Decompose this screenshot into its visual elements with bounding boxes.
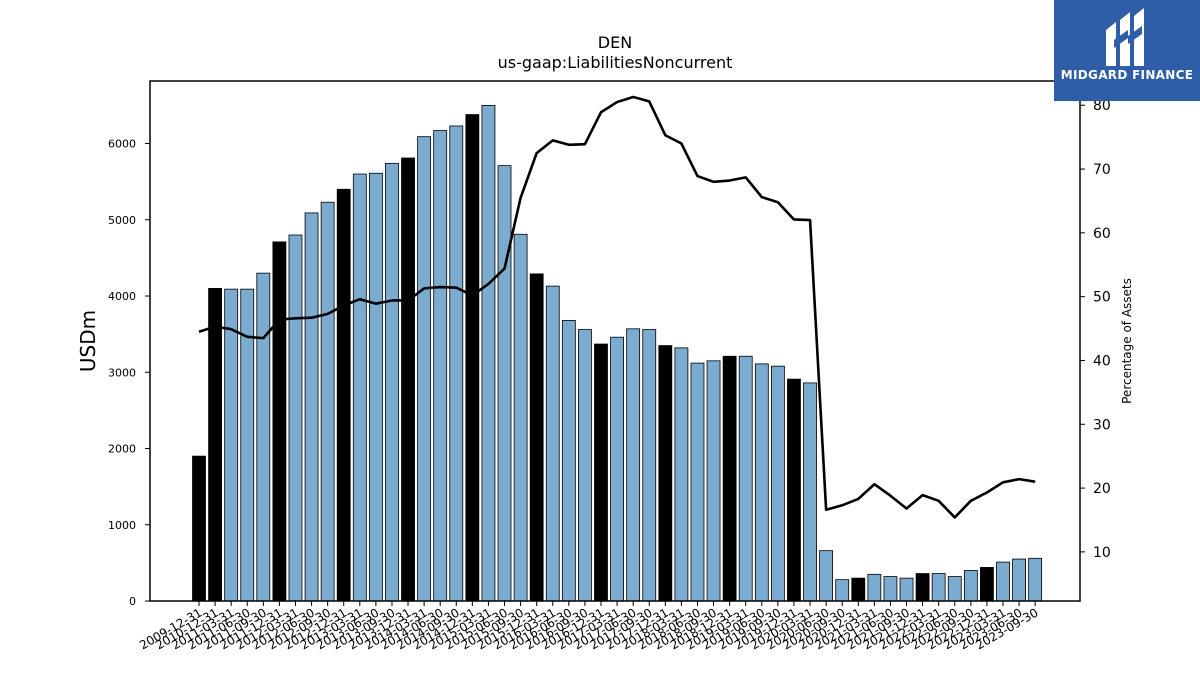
bar: [320, 201, 335, 602]
bar: [642, 329, 657, 602]
bar: [497, 165, 512, 602]
bar: [449, 125, 464, 602]
bar: [401, 157, 415, 602]
bar: [545, 285, 560, 602]
bar: [722, 355, 737, 602]
bar: [690, 362, 705, 602]
bar: [256, 272, 271, 602]
y2-tick-label: 70: [1093, 162, 1111, 178]
bar: [208, 287, 222, 602]
line-layer: [198, 95, 1036, 519]
bar: [1012, 558, 1026, 602]
bar: [626, 328, 641, 602]
plot-frame: [149, 80, 1081, 602]
y2-tick-label: 40: [1093, 353, 1111, 369]
y-tick-label: 5000: [108, 214, 136, 227]
y2-axis-label: Percentage of Assets: [1120, 278, 1134, 404]
bar: [417, 136, 432, 602]
bar: [513, 233, 528, 602]
bar: [658, 345, 673, 602]
bar: [947, 576, 962, 602]
bar: [336, 188, 351, 602]
bar: [304, 212, 319, 602]
y-tick-label: 0: [129, 595, 136, 608]
midgard-logo-icon: [1106, 8, 1144, 66]
bar: [899, 577, 914, 602]
bar: [980, 567, 994, 602]
bar: [787, 378, 801, 602]
y-tick-label: 2000: [108, 443, 136, 456]
bar: [192, 455, 206, 602]
bar: [819, 550, 834, 602]
bar: [963, 570, 978, 602]
bar: [674, 347, 689, 602]
bar: [352, 173, 367, 602]
bar: [594, 343, 608, 602]
bar: [915, 573, 930, 602]
bar: [288, 234, 303, 602]
chart-subtitle: us-gaap:LiabilitiesNoncurrent: [498, 53, 733, 72]
y2-tick-label: 20: [1093, 481, 1111, 497]
bar: [867, 573, 882, 602]
bar: [610, 336, 624, 602]
y2-tick-label: 10: [1093, 545, 1111, 561]
y-tick-label: 6000: [108, 138, 136, 151]
logo-badge: MIDGARD FINANCE: [1054, 0, 1200, 101]
y2-tick-label: 30: [1093, 417, 1111, 433]
bars-layer: [192, 105, 1043, 602]
y2-tick-label: 80: [1093, 98, 1111, 114]
bar: [851, 577, 866, 602]
bar: [1028, 557, 1043, 602]
y2-tick-label: 60: [1093, 226, 1111, 242]
bar: [835, 579, 850, 602]
y2-tick-label: 50: [1093, 290, 1111, 306]
bar: [529, 273, 544, 602]
bar: [996, 561, 1010, 602]
y-tick-label: 1000: [108, 519, 136, 532]
chart-title: DEN: [598, 33, 632, 52]
bar: [706, 360, 721, 602]
percentage-line: [198, 95, 1036, 519]
bar: [385, 162, 399, 602]
bar: [803, 382, 817, 602]
bar: [770, 365, 785, 602]
y-tick-label: 4000: [108, 290, 136, 303]
y-axis-label: USDm: [76, 310, 100, 372]
bar: [754, 363, 769, 602]
bar: [578, 329, 592, 602]
bar: [738, 355, 753, 602]
bar: [224, 288, 239, 602]
logo-text: MIDGARD FINANCE: [1060, 68, 1194, 82]
bar: [561, 320, 576, 602]
bar: [465, 114, 480, 602]
y-tick-label: 3000: [108, 366, 136, 379]
bar: [481, 105, 496, 602]
bar: [883, 576, 898, 602]
bar: [433, 130, 448, 602]
bar: [931, 573, 946, 602]
bar: [272, 241, 287, 602]
bar: [368, 172, 383, 602]
